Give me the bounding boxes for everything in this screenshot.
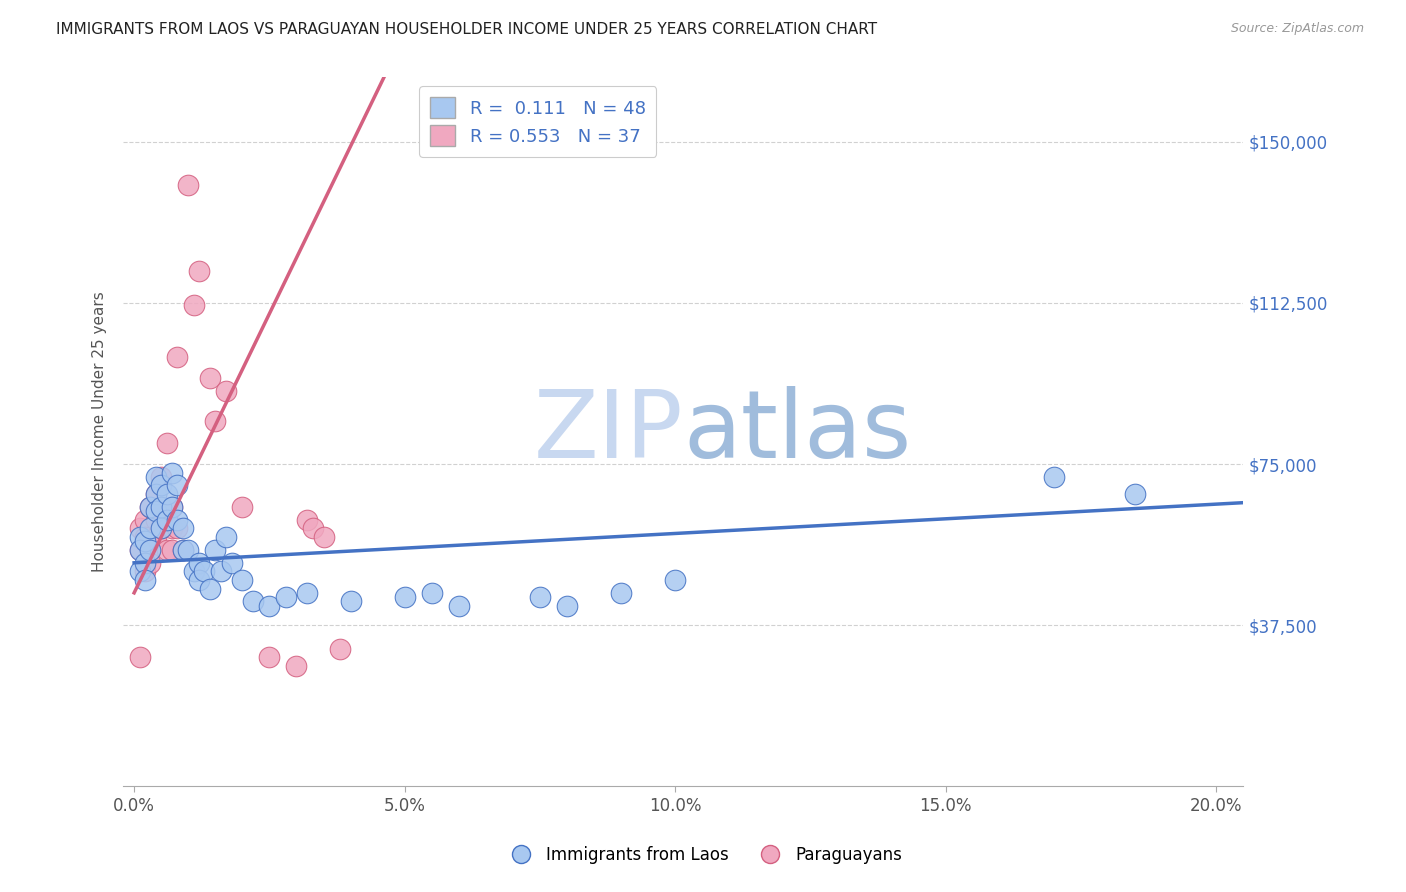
Point	[188, 573, 211, 587]
Text: atlas: atlas	[683, 386, 911, 478]
Point	[166, 521, 188, 535]
Point	[183, 298, 205, 312]
Point	[150, 478, 173, 492]
Point	[145, 470, 167, 484]
Point	[128, 542, 150, 557]
Text: Source: ZipAtlas.com: Source: ZipAtlas.com	[1230, 22, 1364, 36]
Point	[155, 487, 177, 501]
Point	[297, 513, 319, 527]
Point	[145, 487, 167, 501]
Point	[150, 521, 173, 535]
Point	[155, 435, 177, 450]
Point	[555, 599, 578, 613]
Point	[128, 521, 150, 535]
Point	[160, 521, 183, 535]
Point	[172, 521, 194, 535]
Point	[134, 565, 156, 579]
Point	[297, 586, 319, 600]
Point	[166, 478, 188, 492]
Point	[139, 542, 162, 557]
Point	[139, 530, 162, 544]
Point	[160, 500, 183, 514]
Point	[420, 586, 443, 600]
Point	[329, 641, 352, 656]
Point	[221, 556, 243, 570]
Point	[259, 599, 281, 613]
Point	[339, 594, 361, 608]
Point	[128, 650, 150, 665]
Point	[134, 556, 156, 570]
Legend: Immigrants from Laos, Paraguayans: Immigrants from Laos, Paraguayans	[498, 839, 908, 871]
Point	[139, 521, 162, 535]
Point	[128, 530, 150, 544]
Point	[139, 542, 162, 557]
Point	[301, 521, 323, 535]
Text: IMMIGRANTS FROM LAOS VS PARAGUAYAN HOUSEHOLDER INCOME UNDER 25 YEARS CORRELATION: IMMIGRANTS FROM LAOS VS PARAGUAYAN HOUSE…	[56, 22, 877, 37]
Point	[145, 504, 167, 518]
Point	[145, 513, 167, 527]
Point	[134, 530, 156, 544]
Point	[172, 542, 194, 557]
Point	[128, 542, 150, 557]
Point	[529, 590, 551, 604]
Point	[150, 470, 173, 484]
Point	[160, 466, 183, 480]
Point	[204, 542, 226, 557]
Point	[209, 565, 232, 579]
Point	[204, 414, 226, 428]
Point	[139, 500, 162, 514]
Point	[155, 542, 177, 557]
Point	[198, 371, 221, 385]
Point	[664, 573, 686, 587]
Point	[215, 384, 238, 398]
Point	[610, 586, 633, 600]
Point	[215, 530, 238, 544]
Point	[139, 500, 162, 514]
Point	[145, 487, 167, 501]
Point	[166, 513, 188, 527]
Point	[447, 599, 470, 613]
Point	[1043, 470, 1066, 484]
Point	[172, 542, 194, 557]
Point	[166, 350, 188, 364]
Point	[134, 513, 156, 527]
Point	[274, 590, 297, 604]
Point	[193, 565, 215, 579]
Point	[259, 650, 281, 665]
Point	[394, 590, 416, 604]
Point	[150, 500, 173, 514]
Point	[177, 542, 200, 557]
Legend: R =  0.111   N = 48, R = 0.553   N = 37: R = 0.111 N = 48, R = 0.553 N = 37	[419, 87, 657, 157]
Point	[128, 565, 150, 579]
Point	[145, 530, 167, 544]
Point	[160, 542, 183, 557]
Point	[134, 573, 156, 587]
Text: ZIP: ZIP	[534, 386, 683, 478]
Point	[231, 500, 253, 514]
Point	[231, 573, 253, 587]
Point	[188, 556, 211, 570]
Point	[183, 565, 205, 579]
Point	[198, 582, 221, 596]
Point	[285, 659, 308, 673]
Point	[150, 500, 173, 514]
Point	[312, 530, 335, 544]
Point	[242, 594, 264, 608]
Point	[188, 264, 211, 278]
Point	[177, 178, 200, 192]
Point	[1123, 487, 1146, 501]
Point	[155, 513, 177, 527]
Point	[160, 500, 183, 514]
Point	[139, 556, 162, 570]
Point	[150, 521, 173, 535]
Y-axis label: Householder Income Under 25 years: Householder Income Under 25 years	[93, 292, 107, 572]
Point	[134, 534, 156, 549]
